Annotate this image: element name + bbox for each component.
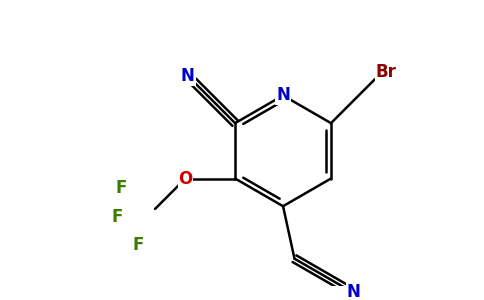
Text: F: F	[132, 236, 144, 254]
Text: Br: Br	[376, 63, 397, 81]
Text: O: O	[178, 169, 193, 188]
Text: F: F	[111, 208, 122, 226]
Text: N: N	[276, 86, 290, 104]
Text: N: N	[181, 67, 195, 85]
Text: F: F	[116, 179, 127, 197]
Text: N: N	[347, 283, 361, 300]
